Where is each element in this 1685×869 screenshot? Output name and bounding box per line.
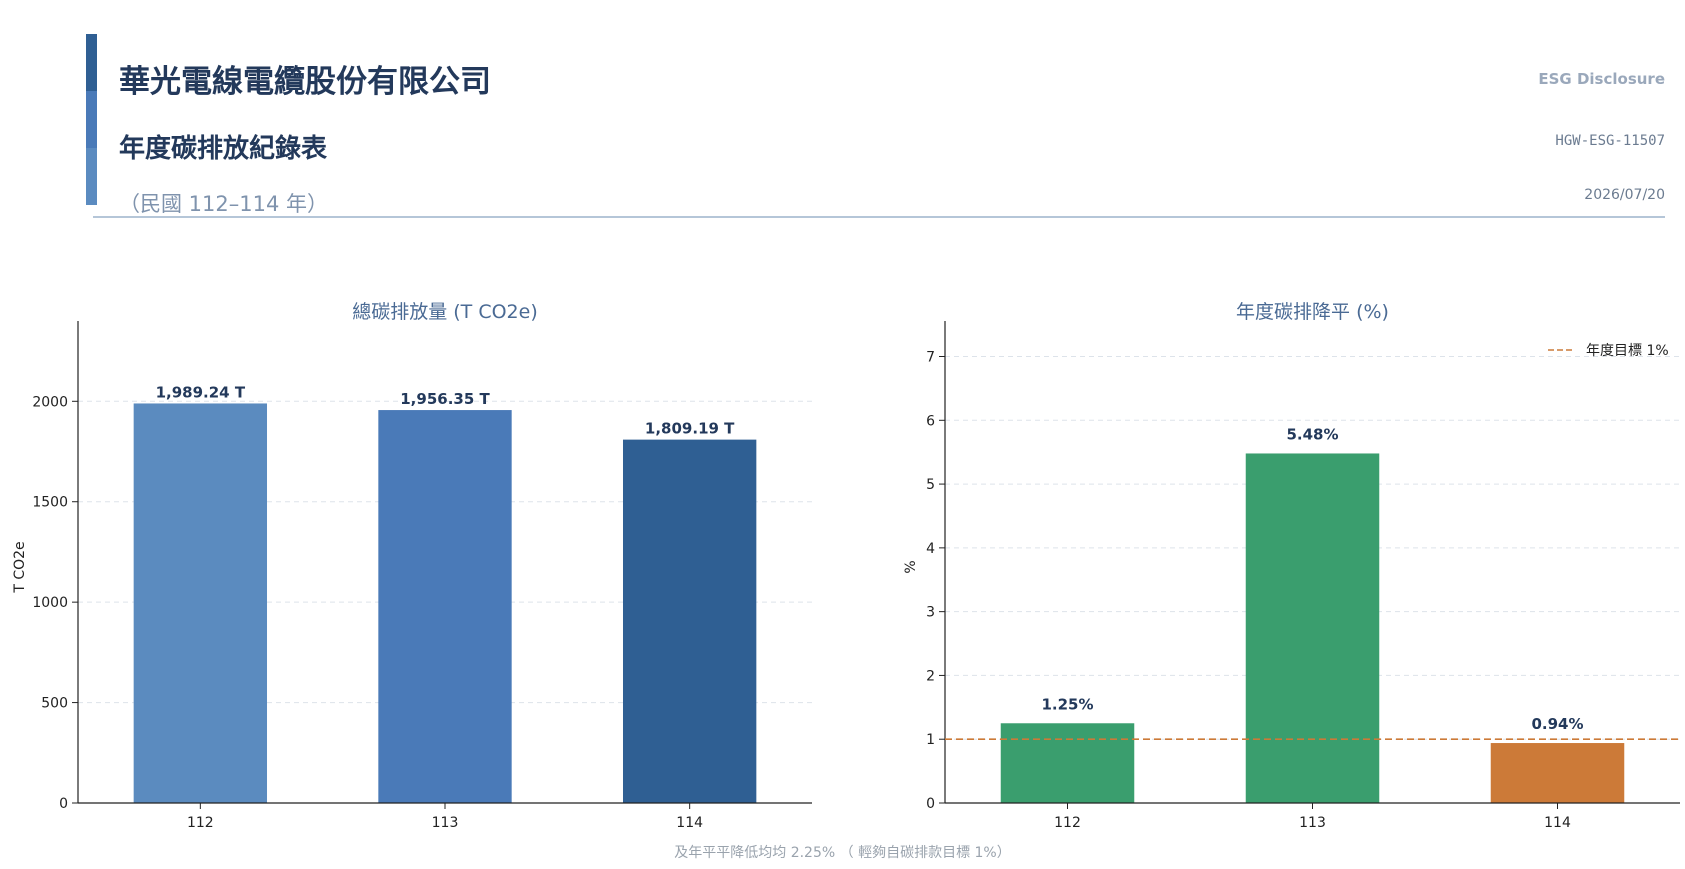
left-chart-y-tick-label: 1000	[32, 595, 68, 611]
right-chart-y-tick-label: 6	[926, 413, 935, 429]
left-chart-bar-112	[133, 403, 268, 803]
right-chart-y-tick-label: 7	[926, 350, 935, 366]
left-chart-y-tick-label: 2000	[32, 394, 68, 410]
right-chart-x-tick-label: 114	[1544, 815, 1571, 830]
left-chart-data-label-113: 1,956.35 T	[400, 390, 490, 408]
left-chart-x-tick-label: 114	[676, 815, 703, 830]
right-chart-y-tick-label: 3	[926, 605, 935, 621]
report-date: 2026/07/20	[1584, 187, 1665, 203]
left-chart-x-tick-label: 112	[187, 815, 214, 830]
left-chart-y-tick-label: 1500	[32, 495, 68, 511]
header-divider	[93, 216, 1665, 218]
company-name: 華光電線電纜股份有限公司	[119, 64, 491, 100]
right-chart-data-label-114: 0.94%	[1531, 715, 1583, 733]
right-chart-y-tick-label: 5	[926, 477, 935, 493]
report-title: 年度碳排放紀錄表	[119, 134, 328, 164]
left-chart-bar-113	[378, 410, 512, 803]
header-accent-bar-bottom	[86, 148, 97, 205]
esg-disclosure-tag: ESG Disclosure	[1538, 70, 1665, 88]
left-chart-y-tick-label: 500	[41, 696, 68, 712]
right-chart-x-tick-label: 113	[1299, 815, 1326, 830]
total-emissions-chart: 總碳排放量 (T CO2e) 0 500 1000 1500 2000 T CO2e 1,98…	[12, 301, 812, 830]
reduction-rate-chart: 年度碳排降平 (%) 0 1 2 3 4 5 6 7% 1.25% 112 5.48% 113 0.94%…	[903, 301, 1680, 830]
right-chart-bar-113	[1245, 453, 1380, 803]
right-chart-y-tick-label: 2	[926, 668, 935, 684]
right-chart-y-tick-label: 0	[926, 796, 935, 812]
left-chart-data-label-112: 1,989.24 T	[156, 383, 246, 401]
right-chart-y-axis-label: %	[903, 560, 919, 573]
left-chart-x-tick-label: 113	[432, 815, 459, 830]
document-id: HGW-ESG-11507	[1555, 133, 1665, 149]
left-chart-data-label-114: 1,809.19 T	[645, 420, 735, 438]
report-period: （民國 112–114 年）	[119, 192, 329, 216]
left-chart-y-axis-label: T CO2e	[12, 541, 28, 593]
left-chart-y-tick-label: 0	[59, 796, 68, 812]
left-chart-bar-114	[622, 439, 757, 803]
right-chart-y-tick-label: 4	[926, 541, 935, 557]
footnote: 及年平平降低均均 2.25% （ 輕夠自碳排款目標 1%）	[674, 845, 1011, 861]
right-chart-data-label-112: 1.25%	[1041, 695, 1093, 713]
right-chart-title: 年度碳排降平 (%)	[1236, 301, 1389, 323]
header-accent-bar-top	[86, 34, 97, 91]
right-chart-legend-label: 年度目標 1%	[1586, 343, 1669, 359]
left-chart-title: 總碳排放量 (T CO2e)	[352, 301, 538, 323]
header-accent-bar-middle	[86, 91, 97, 148]
right-chart-y-tick-label: 1	[926, 732, 935, 748]
right-chart-bar-114	[1490, 743, 1625, 803]
right-chart-data-label-113: 5.48%	[1286, 425, 1338, 443]
right-chart-x-tick-label: 112	[1054, 815, 1081, 830]
right-chart-bar-112	[1000, 723, 1135, 803]
